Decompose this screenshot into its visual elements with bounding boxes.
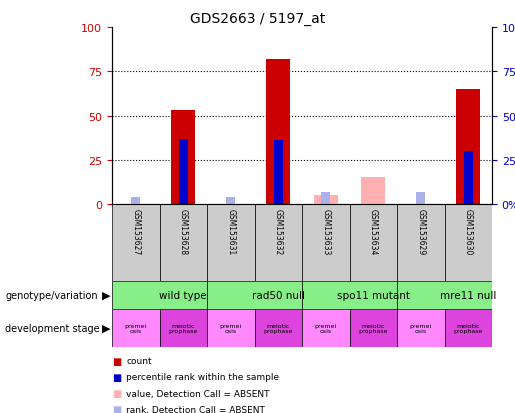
Bar <box>464 152 473 204</box>
Text: premei
osis: premei osis <box>220 323 242 334</box>
Bar <box>207 281 302 309</box>
Bar <box>397 281 492 309</box>
Text: GSM153629: GSM153629 <box>416 208 425 254</box>
Bar <box>397 309 444 347</box>
Bar <box>321 192 330 204</box>
Bar <box>362 178 385 204</box>
Text: rad50 null: rad50 null <box>252 290 305 300</box>
Text: GDS2663 / 5197_at: GDS2663 / 5197_at <box>190 12 325 26</box>
Bar <box>254 309 302 347</box>
Bar <box>314 196 338 204</box>
Bar <box>207 309 254 347</box>
Text: rank, Detection Call = ABSENT: rank, Detection Call = ABSENT <box>126 404 265 413</box>
Bar <box>266 60 290 204</box>
Text: GSM153630: GSM153630 <box>464 208 473 254</box>
Text: percentile rank within the sample: percentile rank within the sample <box>126 373 280 382</box>
Bar <box>131 197 140 204</box>
Bar <box>444 309 492 347</box>
Text: count: count <box>126 357 152 366</box>
Bar <box>274 141 283 204</box>
Text: genotype/variation: genotype/variation <box>5 290 98 300</box>
Bar <box>254 204 302 281</box>
Text: wild type: wild type <box>160 290 207 300</box>
Text: ■: ■ <box>112 372 121 382</box>
Text: GSM153634: GSM153634 <box>369 208 377 254</box>
Text: ■: ■ <box>112 404 121 413</box>
Text: value, Detection Call = ABSENT: value, Detection Call = ABSENT <box>126 389 270 398</box>
Bar <box>160 309 207 347</box>
Text: GSM153631: GSM153631 <box>226 208 235 254</box>
Bar <box>444 204 492 281</box>
Text: spo11 mutant: spo11 mutant <box>337 290 410 300</box>
Bar <box>302 204 350 281</box>
Text: premei
osis: premei osis <box>410 323 432 334</box>
Text: meiotic
prophase: meiotic prophase <box>454 323 483 334</box>
Bar <box>179 139 187 204</box>
Text: development stage: development stage <box>5 323 100 333</box>
Bar <box>227 197 235 204</box>
Bar <box>302 281 397 309</box>
Bar <box>160 204 207 281</box>
Text: ▶: ▶ <box>101 290 110 300</box>
Bar <box>350 204 397 281</box>
Bar <box>302 309 350 347</box>
Bar <box>350 309 397 347</box>
Text: meiotic
prophase: meiotic prophase <box>264 323 293 334</box>
Bar <box>397 204 444 281</box>
Bar <box>171 111 195 204</box>
Text: mre11 null: mre11 null <box>440 290 496 300</box>
Text: meiotic
prophase: meiotic prophase <box>168 323 198 334</box>
Text: GSM153632: GSM153632 <box>274 208 283 254</box>
Text: GSM153627: GSM153627 <box>131 208 140 254</box>
Text: GSM153628: GSM153628 <box>179 208 188 254</box>
Bar <box>112 309 160 347</box>
Text: ▶: ▶ <box>101 323 110 333</box>
Text: GSM153633: GSM153633 <box>321 208 330 254</box>
Text: ■: ■ <box>112 388 121 398</box>
Bar <box>417 192 425 204</box>
Text: meiotic
prophase: meiotic prophase <box>358 323 388 334</box>
Text: premei
osis: premei osis <box>125 323 147 334</box>
Bar <box>112 204 160 281</box>
Bar <box>456 90 480 204</box>
Text: ■: ■ <box>112 356 121 366</box>
Bar <box>112 281 207 309</box>
Text: premei
osis: premei osis <box>315 323 337 334</box>
Bar <box>207 204 254 281</box>
